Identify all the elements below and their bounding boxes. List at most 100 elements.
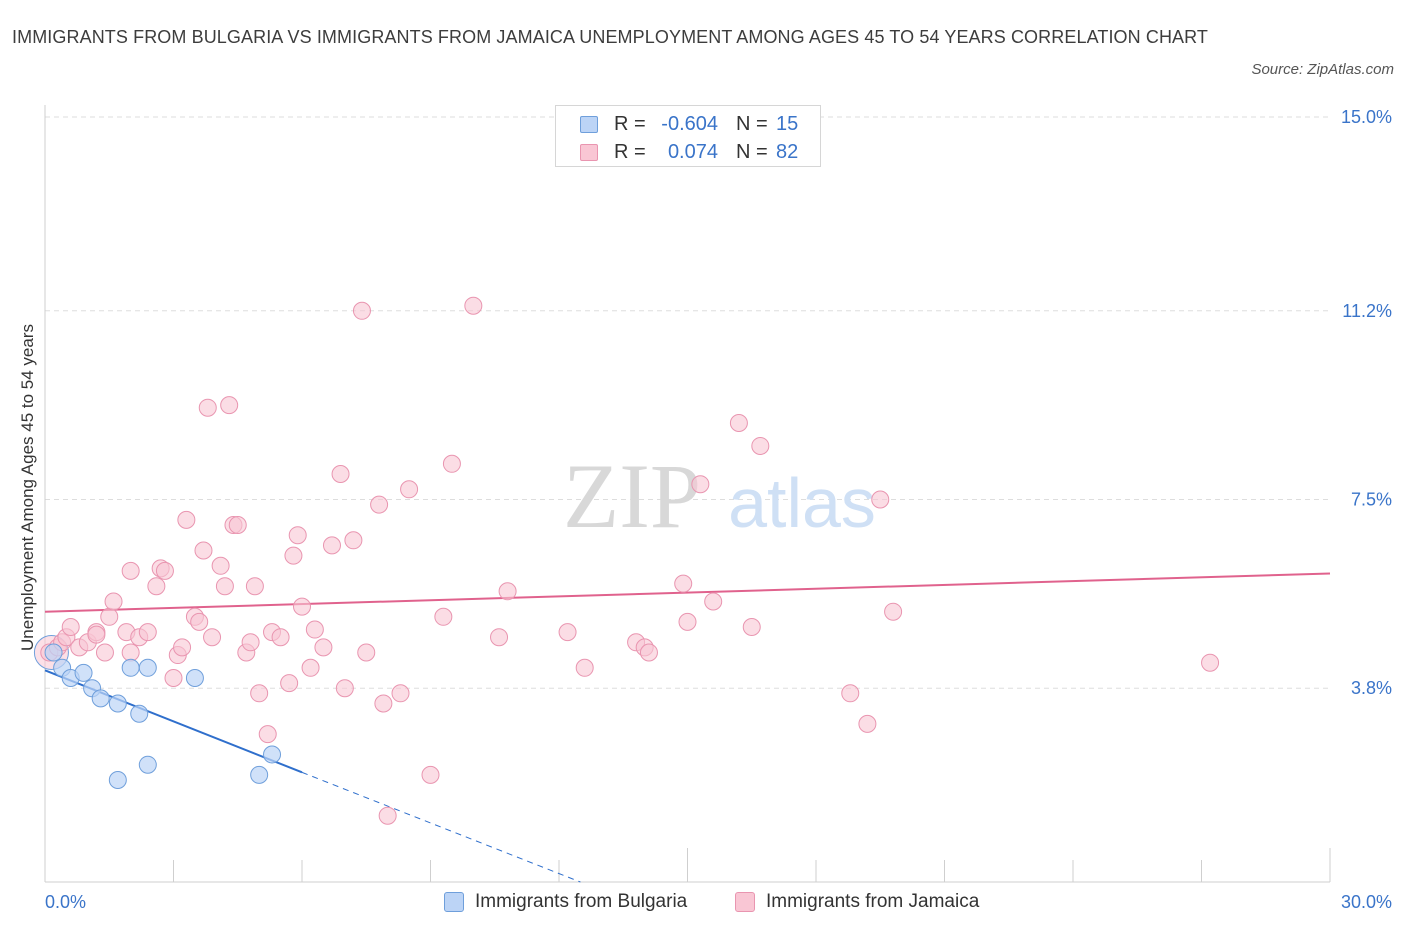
series-label-bulgaria: Immigrants from Bulgaria [475, 891, 688, 912]
point-jamaica [220, 396, 239, 415]
point-bulgaria [44, 643, 63, 662]
legend-n-value: 82 [776, 141, 799, 163]
legend-r-value: 0.074 [667, 141, 718, 163]
point-jamaica [378, 806, 397, 825]
point-jamaica [704, 592, 723, 611]
point-jamaica [95, 643, 114, 662]
point-jamaica [357, 643, 376, 662]
point-jamaica [215, 577, 234, 596]
legend-n-value: 15 [776, 113, 799, 135]
point-jamaica [678, 612, 697, 631]
point-jamaica [284, 546, 303, 565]
point-jamaica [288, 526, 307, 545]
point-jamaica [374, 694, 393, 713]
legend-r-label: R = [614, 141, 646, 163]
point-jamaica [314, 638, 333, 657]
point-bulgaria [138, 755, 157, 774]
point-jamaica [177, 510, 196, 529]
y-axis-label: Unemployment Among Ages 45 to 54 years [18, 324, 37, 651]
series-swatch-bulgaria [444, 892, 464, 912]
point-jamaica [442, 454, 461, 473]
point-jamaica [280, 674, 299, 693]
point-jamaica [147, 577, 166, 596]
y-tick-label: 7.5% [1351, 490, 1392, 510]
point-jamaica [729, 414, 748, 432]
trend-line-bulgaria-extension [301, 771, 581, 883]
data-points [33, 296, 1220, 825]
point-jamaica [203, 628, 222, 647]
point-jamaica [639, 643, 658, 662]
point-bulgaria [121, 658, 140, 677]
point-jamaica [370, 495, 389, 514]
point-jamaica [245, 577, 264, 596]
point-jamaica [211, 556, 230, 575]
point-jamaica [258, 725, 277, 744]
x-tick-label: 0.0% [45, 892, 86, 912]
point-jamaica [691, 475, 710, 494]
series-label-jamaica: Immigrants from Jamaica [766, 891, 980, 912]
point-jamaica [464, 296, 483, 315]
point-jamaica [490, 628, 509, 647]
point-jamaica [190, 612, 209, 631]
point-jamaica [335, 679, 354, 698]
point-jamaica [121, 561, 140, 580]
legend-r-label: R = [614, 113, 646, 135]
y-tick-label: 11.2% [1342, 301, 1392, 321]
point-jamaica [498, 582, 517, 601]
legend-n-label: N = [736, 113, 768, 135]
point-jamaica [421, 765, 440, 784]
point-jamaica [138, 623, 157, 642]
point-jamaica [742, 618, 761, 636]
point-jamaica [250, 684, 269, 703]
point-bulgaria [138, 658, 157, 677]
point-bulgaria [108, 694, 127, 713]
point-jamaica [271, 628, 290, 647]
legend-swatch-jamaica [580, 144, 598, 161]
watermark-zip: ZIP [563, 445, 701, 547]
tick-labels: 3.8% 7.5% 11.2% 15.0% 0.0% 30.0% [45, 107, 1392, 912]
point-jamaica [751, 436, 770, 455]
point-jamaica [61, 618, 80, 636]
point-jamaica [164, 669, 183, 687]
point-bulgaria [91, 689, 110, 708]
point-bulgaria [130, 704, 149, 723]
point-jamaica [301, 658, 320, 677]
point-bulgaria [108, 771, 127, 789]
point-jamaica [391, 684, 410, 703]
x-tick-label: 30.0% [1341, 892, 1392, 912]
legend-r-value: -0.604 [661, 113, 718, 135]
correlation-legend: R = -0.604 N = 15 R = 0.074 N = 82 [555, 105, 821, 167]
point-jamaica [558, 623, 577, 642]
axes [44, 105, 1331, 883]
legend-swatch-bulgaria [580, 116, 598, 133]
point-jamaica [241, 633, 260, 652]
point-jamaica [121, 643, 140, 662]
point-jamaica [344, 531, 363, 550]
point-jamaica [194, 541, 213, 560]
point-jamaica [198, 398, 217, 417]
point-jamaica [884, 602, 903, 621]
point-jamaica [87, 625, 106, 644]
point-bulgaria [74, 663, 93, 682]
point-jamaica [841, 684, 860, 703]
point-bulgaria [250, 765, 269, 784]
y-tick-label: 3.8% [1351, 678, 1392, 698]
point-jamaica [293, 597, 311, 616]
point-jamaica [352, 301, 371, 320]
point-jamaica [400, 480, 419, 499]
point-jamaica [331, 465, 350, 483]
series-swatch-jamaica [735, 892, 755, 912]
y-tick-label: 15.0% [1341, 107, 1392, 127]
legend-n-label: N = [736, 141, 768, 163]
source-label: Source: ZipAtlas.com [1251, 61, 1394, 78]
point-bulgaria [185, 669, 204, 687]
point-jamaica [104, 592, 123, 611]
point-jamaica [305, 620, 324, 639]
point-bulgaria [263, 745, 282, 764]
point-jamaica [858, 714, 877, 733]
trend-line-jamaica [44, 572, 1331, 613]
chart-title: IMMIGRANTS FROM BULGARIA VS IMMIGRANTS F… [12, 27, 1209, 47]
point-jamaica [674, 574, 693, 593]
point-jamaica [228, 516, 247, 534]
